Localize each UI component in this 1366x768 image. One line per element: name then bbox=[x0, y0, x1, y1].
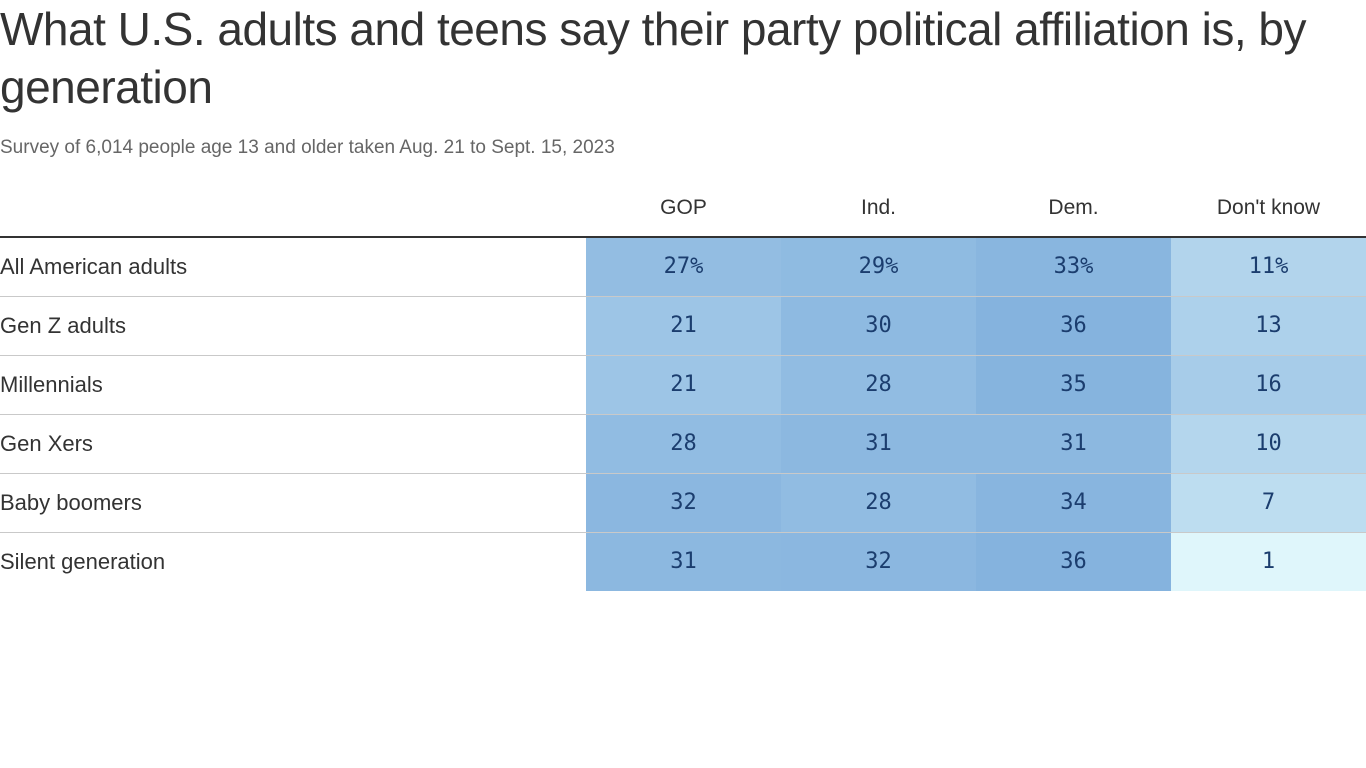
value-cell: 31 bbox=[976, 415, 1171, 473]
value-cell: 34 bbox=[976, 474, 1171, 532]
value-cell: 30 bbox=[781, 297, 976, 355]
table-row: Gen Xers 28 31 31 10 bbox=[0, 415, 1366, 474]
column-header-dont-know: Don't know bbox=[1216, 196, 1321, 219]
value-cell: 36 bbox=[976, 297, 1171, 355]
value-cell: 11% bbox=[1171, 238, 1366, 296]
chart-title: What U.S. adults and teens say their par… bbox=[0, 3, 1306, 113]
value-cell: 29% bbox=[781, 238, 976, 296]
value-cell: 27% bbox=[586, 238, 781, 296]
value-cell: 10 bbox=[1171, 415, 1366, 473]
row-label: Baby boomers bbox=[0, 490, 142, 515]
row-label: All American adults bbox=[0, 254, 188, 279]
value-cell: 1 bbox=[1171, 533, 1366, 591]
chart-subtitle: Survey of 6,014 people age 13 and older … bbox=[0, 137, 615, 158]
value-cell: 33% bbox=[976, 238, 1171, 296]
affiliation-table: GOP Ind. Dem. Don't know All American ad… bbox=[0, 180, 1366, 591]
value-cell: 16 bbox=[1171, 356, 1366, 414]
value-cell: 36 bbox=[976, 533, 1171, 591]
value-cell: 31 bbox=[586, 533, 781, 591]
column-header-gop: GOP bbox=[660, 196, 707, 219]
row-label: Gen Xers bbox=[0, 431, 93, 456]
value-cell: 28 bbox=[781, 474, 976, 532]
value-cell: 21 bbox=[586, 297, 781, 355]
table-row: Silent generation 31 32 36 1 bbox=[0, 533, 1366, 591]
table-row: Gen Z adults 21 30 36 13 bbox=[0, 297, 1366, 356]
value-cell: 13 bbox=[1171, 297, 1366, 355]
value-cell: 7 bbox=[1171, 474, 1366, 532]
row-label: Gen Z adults bbox=[0, 313, 126, 338]
table-row: All American adults 27% 29% 33% 11% bbox=[0, 238, 1366, 297]
value-cell: 21 bbox=[586, 356, 781, 414]
column-header-dem: Dem. bbox=[1048, 196, 1099, 219]
value-cell: 28 bbox=[781, 356, 976, 414]
value-cell: 31 bbox=[781, 415, 976, 473]
table-row: Baby boomers 32 28 34 7 bbox=[0, 474, 1366, 533]
table-row: Millennials 21 28 35 16 bbox=[0, 356, 1366, 415]
value-cell: 32 bbox=[586, 474, 781, 532]
column-header-ind: Ind. bbox=[860, 196, 897, 219]
row-label: Millennials bbox=[0, 372, 103, 397]
value-cell: 28 bbox=[586, 415, 781, 473]
value-cell: 35 bbox=[976, 356, 1171, 414]
value-cell: 32 bbox=[781, 533, 976, 591]
table-header: GOP Ind. Dem. Don't know bbox=[0, 180, 1366, 238]
row-label: Silent generation bbox=[0, 549, 166, 574]
